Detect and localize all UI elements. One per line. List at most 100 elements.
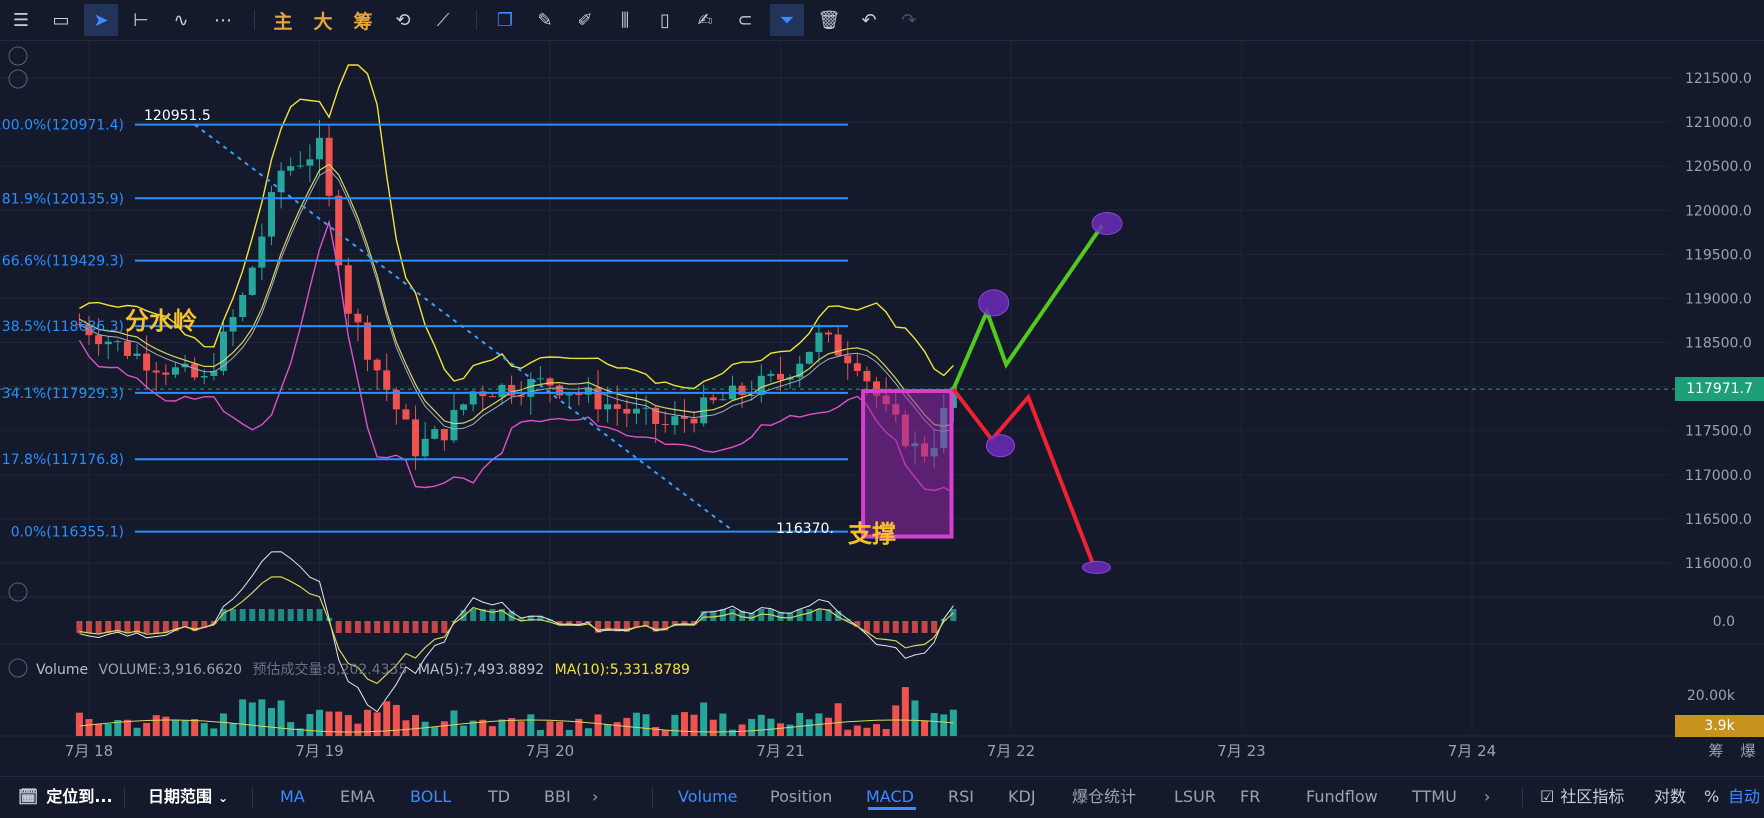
clipboard-icon[interactable]: ▯ bbox=[660, 9, 670, 31]
main-indicators-next-icon[interactable]: › bbox=[592, 787, 599, 806]
window-icon[interactable]: ▭ bbox=[52, 9, 70, 31]
sub-indicators-next-icon[interactable]: › bbox=[1484, 787, 1491, 806]
macd-histogram-bar bbox=[470, 609, 477, 621]
macd-histogram-bar bbox=[210, 621, 217, 625]
candle-body bbox=[450, 409, 458, 441]
volume-bar bbox=[777, 723, 784, 736]
candle-body bbox=[412, 419, 420, 457]
copy-layer-icon[interactable]: ❐ bbox=[496, 9, 514, 31]
more-icon[interactable]: ⋯ bbox=[214, 9, 232, 31]
main-indicator-ma[interactable]: MA bbox=[280, 787, 305, 806]
filter-icon[interactable]: ⏷ bbox=[770, 4, 804, 36]
community-indicators-button[interactable]: ☑ 社区指标 bbox=[1540, 777, 1624, 817]
candle-body bbox=[191, 363, 199, 378]
horizontal-line-icon[interactable]: ⊢ bbox=[133, 9, 149, 31]
replay-icon[interactable]: ⟲ bbox=[395, 9, 411, 31]
macd-histogram-bar bbox=[566, 621, 573, 625]
main-chip-icon[interactable]: 主 bbox=[273, 10, 293, 33]
main-indicator-boll[interactable]: BOLL bbox=[410, 787, 452, 806]
volume-bar bbox=[133, 727, 141, 736]
candles-group bbox=[75, 119, 957, 470]
cursor-icon[interactable]: ➤ bbox=[84, 4, 118, 36]
candle-body bbox=[844, 355, 852, 364]
macd-histogram-bar bbox=[95, 621, 102, 633]
sub-indicator-5[interactable]: 爆仓统计 bbox=[1072, 787, 1137, 806]
volume-bar bbox=[143, 722, 151, 736]
macd-histogram-bar bbox=[681, 621, 688, 625]
macd-histogram-bar bbox=[671, 621, 678, 625]
macd-histogram-bar bbox=[86, 621, 92, 633]
candle-body bbox=[306, 159, 314, 166]
volume-bar bbox=[863, 727, 871, 736]
support-box bbox=[861, 389, 954, 539]
sub-indicator-1[interactable]: Position bbox=[770, 787, 833, 806]
macd-histogram-bar bbox=[662, 621, 669, 631]
x-tick-label: 7月 22 bbox=[987, 742, 1035, 760]
sub-indicator-4[interactable]: KDJ bbox=[1008, 787, 1036, 806]
chip-distribution-icon[interactable]: 筹 bbox=[353, 10, 373, 33]
ruler-icon[interactable]: ✎ bbox=[537, 9, 553, 31]
menu-icon[interactable]: ☰ bbox=[12, 9, 30, 31]
sub-indicator-2[interactable]: MACD bbox=[866, 787, 914, 806]
volume-bar bbox=[671, 714, 679, 736]
sub-indicator-9[interactable]: TTMU bbox=[1412, 787, 1457, 806]
macd-histogram-bar bbox=[633, 621, 640, 629]
pen-icon[interactable]: ✐ bbox=[577, 9, 593, 31]
macd-histogram-bar bbox=[354, 621, 361, 633]
sub-indicator-7[interactable]: FR bbox=[1240, 787, 1261, 806]
trend-tool-icon[interactable]: ⟋ bbox=[436, 9, 450, 31]
note-icon[interactable]: ✍ bbox=[697, 9, 713, 31]
macd-histogram-bar bbox=[172, 621, 179, 632]
main-indicator-bbi[interactable]: BBI bbox=[544, 787, 571, 806]
price-chart[interactable]: 121500.0 121000.0 120500.0 120000.0 119500.0… bbox=[0, 40, 1764, 776]
y-tick-label: 116500.0 bbox=[1685, 512, 1752, 528]
locate-button[interactable]: 🗓 定位到... bbox=[18, 777, 113, 817]
candles-icon[interactable]: ⫼ bbox=[620, 9, 630, 31]
sub-indicator-3[interactable]: RSI bbox=[948, 787, 974, 806]
candle-body bbox=[748, 394, 756, 396]
volume-bar bbox=[75, 712, 83, 736]
candle-body bbox=[267, 192, 275, 237]
magnet-icon[interactable]: ⊂ bbox=[737, 9, 753, 31]
candle-body bbox=[632, 408, 640, 414]
candle-body bbox=[613, 404, 621, 409]
macd-histogram-bar bbox=[460, 610, 467, 621]
volume-bar bbox=[604, 724, 612, 736]
sub-indicator-8[interactable]: Fundflow bbox=[1306, 787, 1378, 806]
indicator-icon[interactable]: ∿ bbox=[173, 9, 189, 31]
sub-indicator-0[interactable]: Volume bbox=[678, 787, 738, 806]
macd-histogram-bar bbox=[806, 609, 813, 621]
volume-value: VOLUME:3,916.6620 bbox=[98, 662, 243, 678]
main-indicator-td[interactable]: TD bbox=[488, 787, 511, 806]
macd-histogram-bar bbox=[134, 621, 141, 633]
volume-bar bbox=[844, 729, 852, 736]
candle-body bbox=[815, 332, 823, 352]
undo-icon[interactable]: ↶ bbox=[861, 9, 877, 31]
macd-histogram-bar bbox=[758, 609, 765, 621]
log-scale-button[interactable]: 对数 bbox=[1654, 787, 1687, 806]
auto-scale-button[interactable]: 自动 bbox=[1728, 787, 1761, 806]
main-indicator-ema[interactable]: EMA bbox=[340, 787, 375, 806]
macd-histogram-bar bbox=[268, 609, 275, 621]
candle-body bbox=[277, 170, 285, 193]
macd-histogram-bar bbox=[162, 621, 169, 633]
volume-bar bbox=[335, 711, 343, 736]
candle-body bbox=[642, 407, 650, 409]
date-range-button[interactable]: 日期范围 ⌄ bbox=[148, 777, 228, 817]
trash-icon[interactable]: 🗑 bbox=[817, 9, 841, 31]
volume-bar bbox=[901, 687, 909, 736]
y-tick-label: 120500.0 bbox=[1685, 159, 1752, 175]
candle-body bbox=[690, 418, 698, 424]
percent-scale-button[interactable]: % bbox=[1704, 787, 1720, 806]
macd-histogram-bar bbox=[297, 609, 304, 621]
redo-icon[interactable]: ↷ bbox=[901, 9, 917, 31]
candle-body bbox=[296, 165, 304, 167]
large-order-icon[interactable]: 大 bbox=[313, 10, 333, 33]
volume-bar bbox=[690, 714, 698, 736]
volume-bar bbox=[306, 714, 314, 736]
sub-indicator-6[interactable]: LSUR bbox=[1174, 787, 1216, 806]
volume-bar bbox=[421, 721, 429, 736]
macd-histogram-bar bbox=[739, 610, 746, 621]
volume-bar bbox=[940, 714, 948, 736]
x-tick-label: 7月 20 bbox=[526, 742, 574, 760]
